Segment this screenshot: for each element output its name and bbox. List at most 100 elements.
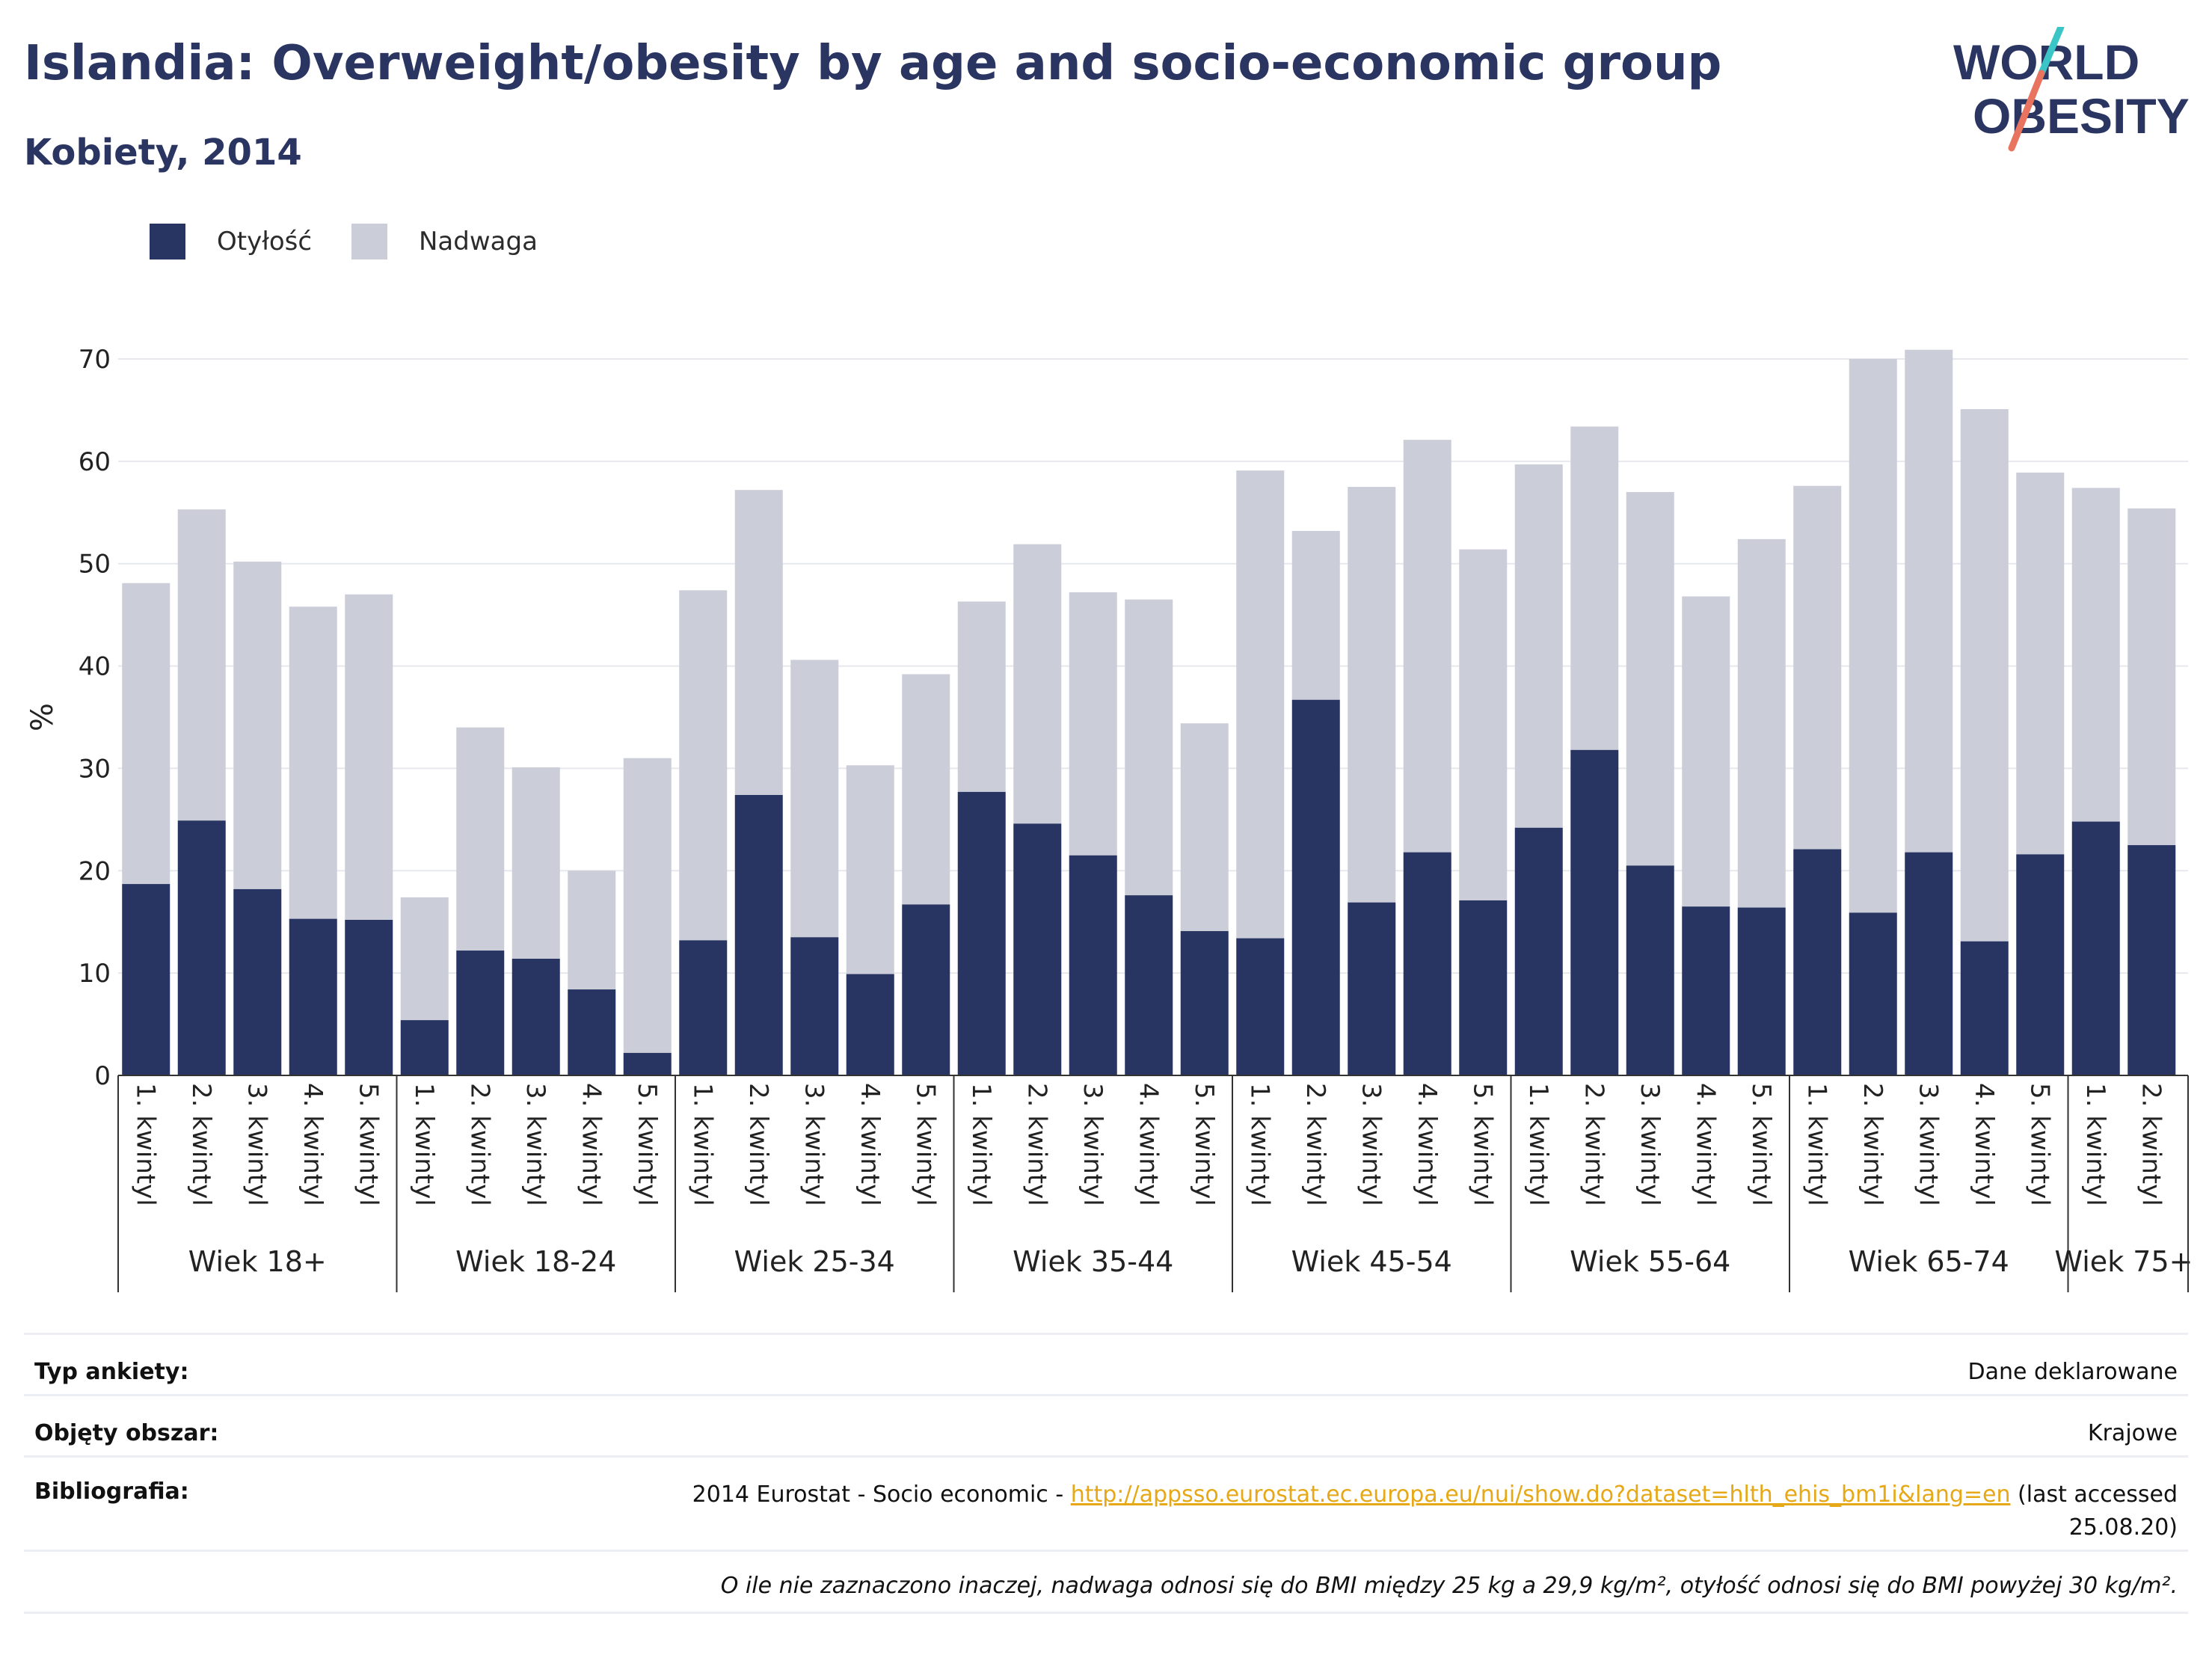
y-tick-label: 0 — [94, 1061, 111, 1091]
y-tick-label: 70 — [79, 345, 111, 375]
x-tick-label: 1. kwintyl — [2080, 1083, 2110, 1206]
bar-obesity — [1514, 827, 1563, 1075]
bar-obesity — [1291, 699, 1340, 1075]
bar-overweight — [734, 490, 783, 796]
bar-obesity — [2071, 821, 2120, 1075]
bar-obesity — [456, 951, 505, 1075]
bar-obesity — [511, 958, 560, 1075]
bar-obesity — [1236, 938, 1285, 1075]
x-tick-label: 4. kwintyl — [1412, 1083, 1442, 1206]
bar-overweight — [1626, 491, 1674, 866]
group-label: Wiek 18-24 — [455, 1245, 616, 1278]
bar-overweight — [1570, 426, 1619, 750]
bar-overweight — [1180, 723, 1229, 932]
info-row-coverage: Objęty obszar: Krajowe — [24, 1394, 2188, 1456]
bar-overweight — [1682, 596, 1730, 907]
y-tick-label: 30 — [79, 754, 111, 784]
bar-overweight — [1960, 409, 2009, 942]
bar-obesity — [1348, 902, 1396, 1075]
bar-obesity — [1682, 906, 1730, 1075]
bar-overweight — [902, 674, 950, 905]
x-tick-label: 3. kwintyl — [520, 1083, 550, 1206]
bar-obesity — [1960, 941, 2009, 1075]
x-tick-label: 5. kwintyl — [1189, 1083, 1219, 1206]
bar-obesity — [902, 904, 950, 1075]
x-tick-label: 3. kwintyl — [799, 1083, 829, 1206]
info-row-bibliography: Bibliografia: 2014 Eurostat - Socio econ… — [24, 1455, 2188, 1550]
logo-slash-teal — [2038, 27, 2065, 77]
legend-item-obesity: Otyłość — [150, 223, 312, 260]
bar-overweight — [679, 590, 728, 941]
x-tick-label: 4. kwintyl — [1690, 1083, 1720, 1206]
bar-obesity — [623, 1052, 672, 1075]
x-tick-label: 1. kwintyl — [1801, 1083, 1831, 1206]
bar-obesity — [1403, 852, 1451, 1075]
info-row-note: O ile nie zaznaczono inaczej, nadwaga od… — [24, 1550, 2188, 1614]
x-tick-label: 3. kwintyl — [242, 1083, 271, 1206]
chart-title: Islandia: Overweight/obesity by age and … — [24, 36, 1722, 91]
x-tick-label: 3. kwintyl — [1078, 1083, 1107, 1206]
bar-overweight — [1348, 487, 1396, 903]
info-value-survey-type: Dane deklarowane — [1967, 1359, 2178, 1385]
y-tick-label: 20 — [79, 856, 111, 886]
x-tick-label: 1. kwintyl — [1523, 1083, 1553, 1206]
bar-overweight — [1403, 440, 1451, 853]
group-label: Wiek 35-44 — [1013, 1245, 1173, 1278]
legend-swatch-overweight — [351, 224, 387, 260]
x-tick-label: 2. kwintyl — [743, 1083, 773, 1206]
info-note: O ile nie zaznaczono inaczej, nadwaga od… — [720, 1573, 2178, 1599]
info-value-bibliography: 2014 Eurostat - Socio economic - http://… — [692, 1479, 2178, 1544]
bar-overweight — [790, 660, 839, 938]
bar-obesity — [177, 820, 226, 1075]
bibliography-source: 2014 Eurostat - Socio economic - — [692, 1481, 1071, 1508]
bar-obesity — [790, 937, 839, 1075]
y-tick-label: 10 — [79, 959, 111, 989]
bar-obesity — [1849, 912, 1897, 1075]
x-tick-label: 2. kwintyl — [2136, 1083, 2166, 1206]
bar-obesity — [1069, 855, 1117, 1075]
group-label: Wiek 45-54 — [1291, 1245, 1452, 1278]
bar-overweight — [1793, 485, 1842, 850]
bar-obesity — [568, 989, 616, 1075]
bar-obesity — [957, 791, 1006, 1075]
logo-text-obesity: OBESITY — [1973, 88, 2190, 144]
x-tick-label: 4. kwintyl — [1969, 1083, 1999, 1206]
y-tick-label: 50 — [79, 550, 111, 580]
x-tick-label: 4. kwintyl — [855, 1083, 885, 1206]
bar-obesity — [1570, 749, 1619, 1075]
x-tick-label: 5. kwintyl — [632, 1083, 662, 1206]
bar-overweight — [511, 767, 560, 959]
bar-obesity — [734, 795, 783, 1075]
bar-obesity — [1626, 865, 1674, 1075]
bar-overweight — [846, 765, 894, 974]
bar-overweight — [122, 583, 170, 885]
bar-overweight — [1236, 470, 1285, 939]
x-tick-label: 2. kwintyl — [1858, 1083, 1887, 1206]
bibliography-accessed: (last accessed — [2018, 1481, 2178, 1508]
group-label: Wiek 65-74 — [1849, 1245, 2009, 1278]
group-label: Wiek 18+ — [188, 1245, 327, 1278]
legend-label-obesity: Otyłość — [217, 227, 313, 257]
bar-obesity — [1737, 907, 1786, 1075]
bar-overweight — [400, 897, 449, 1021]
x-tick-label: 1. kwintyl — [130, 1083, 160, 1206]
bibliography-link[interactable]: http://appsso.eurostat.ec.europa.eu/nui/… — [1070, 1481, 2011, 1508]
x-tick-label: 3. kwintyl — [1913, 1083, 1943, 1206]
x-tick-label: 1. kwintyl — [1244, 1083, 1274, 1206]
bar-overweight — [1013, 544, 1062, 824]
x-tick-label: 2. kwintyl — [1021, 1083, 1051, 1206]
bar-overweight — [1905, 349, 1953, 853]
bar-obesity — [1459, 900, 1508, 1075]
bar-overweight — [233, 561, 282, 889]
x-tick-label: 1. kwintyl — [687, 1083, 717, 1206]
group-label: Wiek 75+ — [2055, 1245, 2193, 1278]
bar-overweight — [2127, 508, 2176, 846]
bar-obesity — [400, 1020, 449, 1075]
bar-obesity — [345, 919, 393, 1075]
x-tick-label: 2. kwintyl — [186, 1083, 216, 1206]
info-label-survey-type: Typ ankiety: — [34, 1359, 189, 1385]
world-obesity-logo: WORLD OBESITY — [1953, 27, 2190, 152]
legend-label-overweight: Nadwaga — [419, 227, 538, 257]
bar-overweight — [2016, 472, 2065, 855]
bar-overweight — [1125, 599, 1173, 896]
